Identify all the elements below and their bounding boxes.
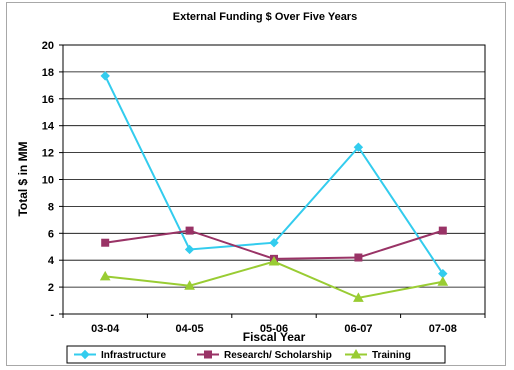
data-point-infrastructure [100,71,110,81]
x-tick-label: 06-07 [344,323,372,335]
y-tick-label: - [50,309,54,321]
y-tick-label: 20 [42,40,54,52]
x-tick-label: 03-04 [91,323,120,335]
data-point-training [437,276,449,286]
legend-marker-infrastructure [80,349,90,360]
data-point-training [184,280,195,290]
series-lines [99,71,449,302]
y-tick-label: 2 [48,282,54,294]
data-point-training [99,270,111,281]
y-axis-ticks: - 2 4 6 8 10 12 14 16 18 20 [42,40,63,321]
legend-marker-training [350,348,362,359]
grid-lines [63,71,485,288]
x-tick-label: 04-05 [176,323,204,335]
legend-marker-research-scholarship [204,350,212,359]
y-tick-label: 12 [42,148,54,160]
data-point-infrastructure [353,142,364,152]
line-chart: External Funding $ Over Five Years - 2 4 6 8… [16,11,486,364]
y-tick-label: 6 [48,228,54,240]
data-point-research-scholarship [101,238,110,247]
x-axis-title: Fiscal Year [243,330,306,344]
data-point-infrastructure [184,244,195,255]
legend: Infrastructure Research/ Scholarship Train… [66,345,446,364]
legend-label-infrastructure: Infrastructure [101,350,166,361]
chart-title: External Funding $ Over Five Years [173,11,357,23]
chart-frame: External Funding $ Over Five Years - 2 4 6 8… [6,2,506,366]
y-axis-title: Total $ in MM [16,141,30,216]
series-line-training [105,260,443,299]
data-point-training [268,256,280,266]
legend-label-research-scholarship: Research/ Scholarship [224,350,332,361]
y-tick-label: 8 [48,201,54,213]
legend-box [66,345,446,364]
data-point-research-scholarship [438,226,447,235]
x-tick-label: 05-06 [260,323,288,335]
x-axis-ticks: 03-04 04-05 05-06 06-07 07-08 [62,314,486,335]
data-point-training [353,292,364,302]
data-point-research-scholarship [185,226,194,235]
data-point-research-scholarship [354,253,363,262]
y-tick-label: 10 [42,175,54,187]
y-tick-label: 4 [48,255,55,267]
data-point-infrastructure [269,238,279,248]
x-tick-label: 07-08 [429,323,457,335]
y-tick-label: 18 [42,67,54,79]
legend-label-training: Training [372,350,411,361]
y-tick-label: 14 [42,121,55,133]
y-tick-label: 16 [42,94,54,106]
